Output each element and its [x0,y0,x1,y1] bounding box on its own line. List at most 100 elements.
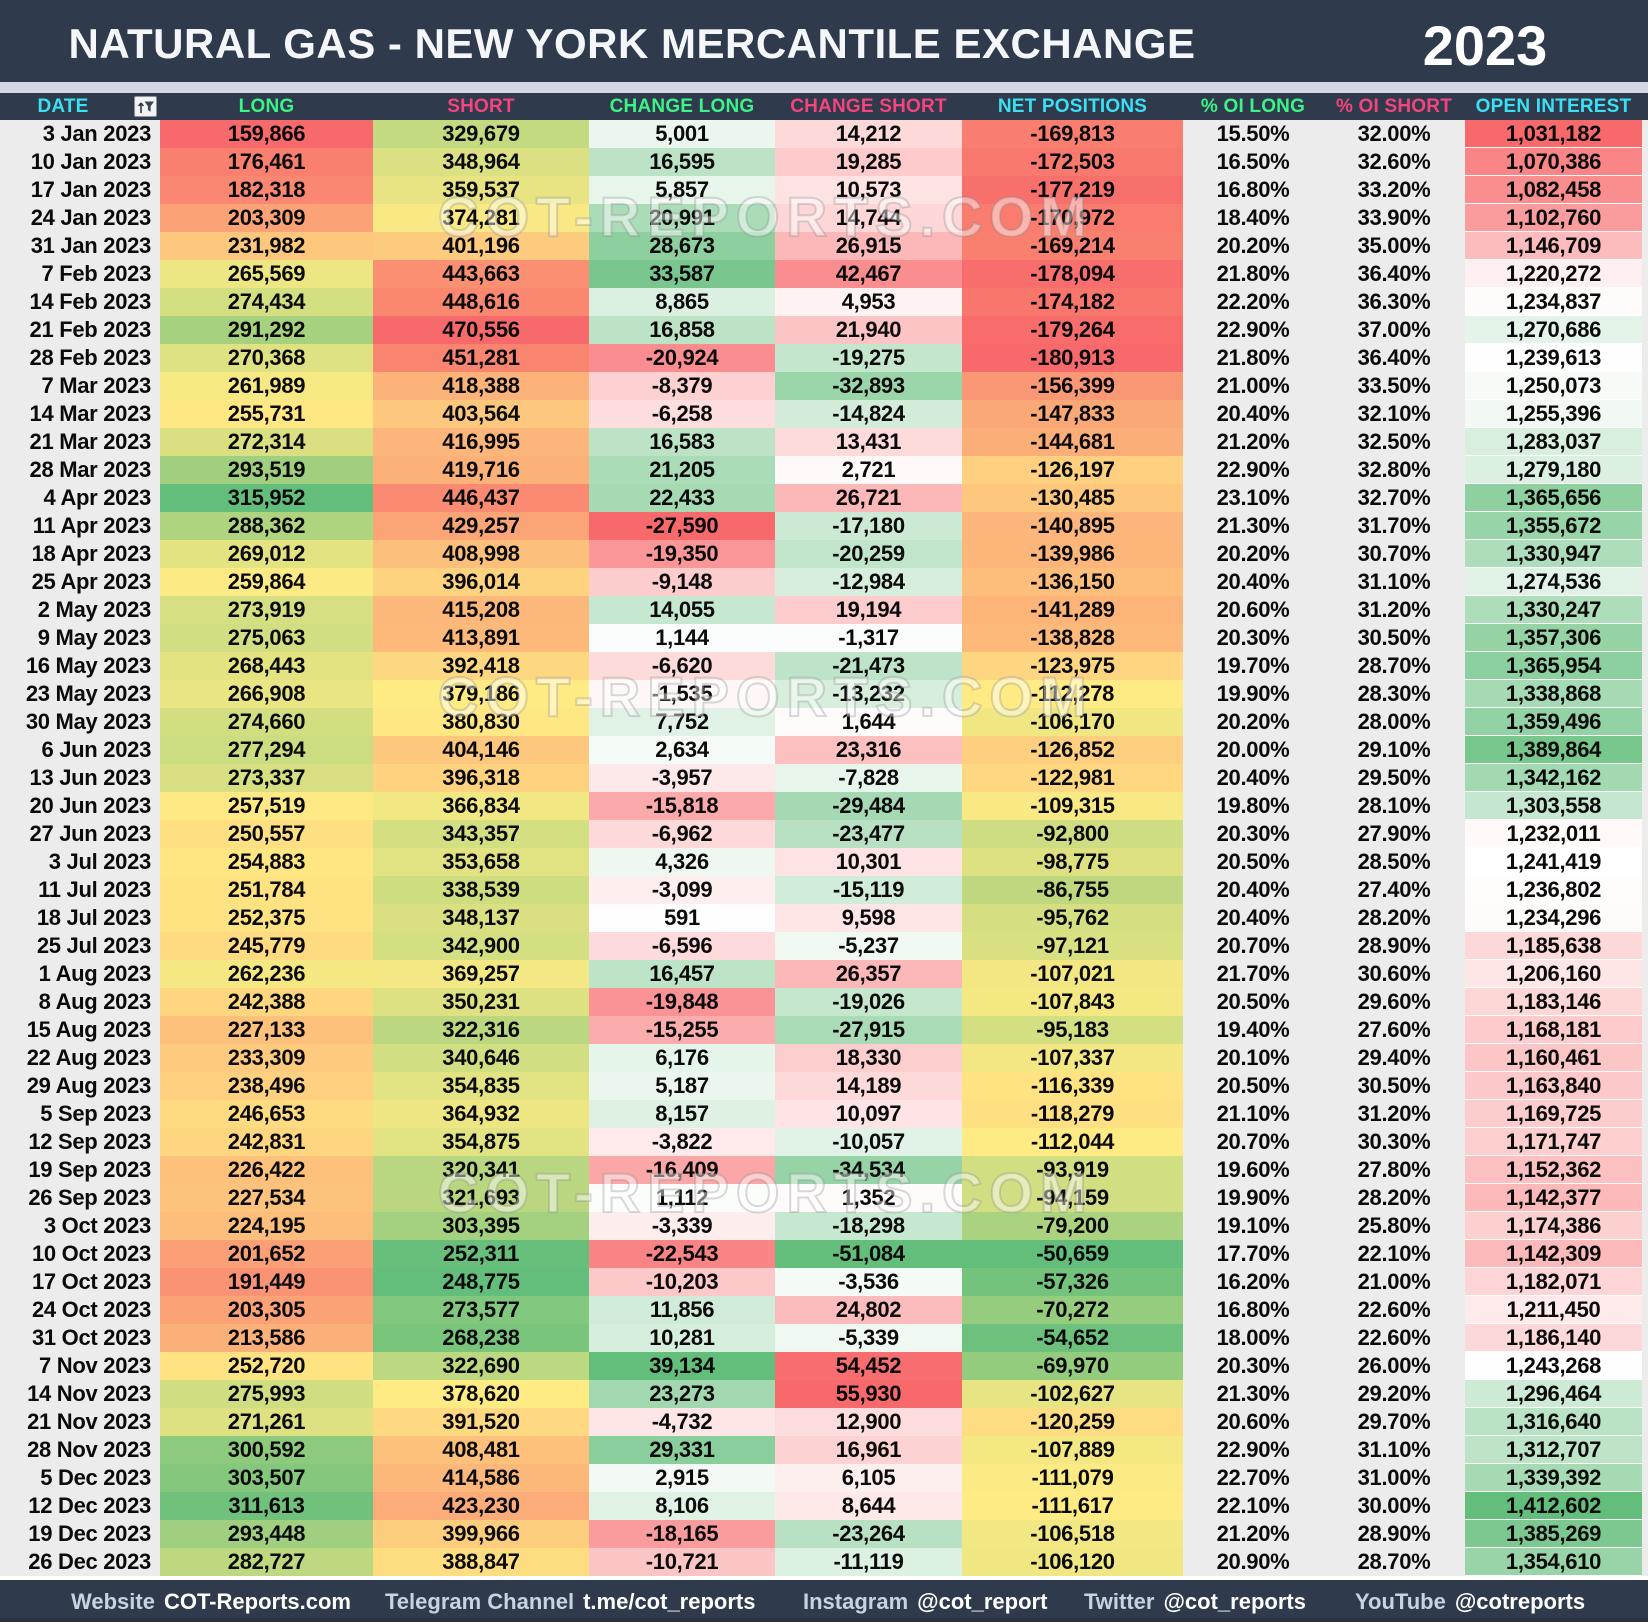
cell-change-long: -6,596 [589,932,775,960]
cell-date: 31 Jan 2023 [0,232,160,260]
row-right-margin [1642,932,1648,960]
cell-change-long: -9,148 [589,568,775,596]
cell-change-long: -1,535 [589,680,775,708]
cell-pct-oi-short: 30.00% [1323,1492,1465,1520]
cell-change-long: 23,273 [589,1380,775,1408]
cell-date: 19 Sep 2023 [0,1156,160,1184]
cell-change-long: 4,326 [589,848,775,876]
cell-open-interest: 1,182,071 [1465,1268,1642,1296]
column-header-pct-oi-long: % OI LONG [1200,96,1306,117]
cell-short: 470,556 [373,316,589,344]
cell-change-long: 591 [589,904,775,932]
cell-net-positions: -178,094 [962,260,1183,288]
cell-pct-oi-long: 20.40% [1183,568,1323,596]
row-right-margin [1642,1352,1648,1380]
footer-twitter-value[interactable]: @cot_reports [1163,1589,1306,1614]
cell-pct-oi-long: 22.70% [1183,1464,1323,1492]
cell-pct-oi-long: 22.90% [1183,456,1323,484]
cell-long: 293,448 [160,1520,373,1548]
cell-net-positions: -179,264 [962,316,1183,344]
cell-net-positions: -141,289 [962,596,1183,624]
cell-open-interest: 1,234,296 [1465,904,1642,932]
title-bar: NATURAL GAS - NEW YORK MERCANTILE EXCHAN… [0,0,1648,82]
cell-change-long: -3,822 [589,1128,775,1156]
table-row: 4 Apr 2023 315,952 446,437 22,433 26,721 -130… [0,484,1648,512]
row-right-margin [1642,1100,1648,1128]
row-right-margin [1642,1212,1648,1240]
footer-website-value[interactable]: COT-Reports.com [163,1589,351,1614]
cell-date: 16 May 2023 [0,652,160,680]
cell-long: 238,496 [160,1072,373,1100]
cell-change-long: 8,106 [589,1492,775,1520]
cell-change-short: 23,316 [775,736,962,764]
cell-date: 21 Nov 2023 [0,1408,160,1436]
column-header-change-short: CHANGE SHORT [790,96,947,117]
cell-pct-oi-short: 32.70% [1323,484,1465,512]
cell-short: 322,316 [373,1016,589,1044]
cell-net-positions: -111,079 [962,1464,1183,1492]
footer-telegram-value[interactable]: t.me/cot_reports [583,1589,756,1614]
cell-open-interest: 1,234,837 [1465,288,1642,316]
cell-pct-oi-long: 19.40% [1183,1016,1323,1044]
table-row: 6 Jun 2023 277,294 404,146 2,634 23,316 -126,… [0,736,1648,764]
cell-change-short: -5,237 [775,932,962,960]
cell-open-interest: 1,185,638 [1465,932,1642,960]
cell-net-positions: -92,800 [962,820,1183,848]
cell-open-interest: 1,296,464 [1465,1380,1642,1408]
cell-change-long: -22,543 [589,1240,775,1268]
cell-pct-oi-long: 17.70% [1183,1240,1323,1268]
cell-net-positions: -120,259 [962,1408,1183,1436]
cell-change-short: 12,900 [775,1408,962,1436]
cell-date: 26 Sep 2023 [0,1184,160,1212]
cell-change-short: 26,357 [775,960,962,988]
cell-net-positions: -116,339 [962,1072,1183,1100]
cell-open-interest: 1,354,610 [1465,1548,1642,1576]
cell-date: 29 Aug 2023 [0,1072,160,1100]
cell-change-long: -4,732 [589,1408,775,1436]
table-row: 24 Oct 2023 203,305 273,577 11,856 24,802 -70… [0,1296,1648,1324]
table-row: 28 Feb 2023 270,368 451,281 -20,924 -19,275-… [0,344,1648,372]
footer-twitter-label: Twitter [1084,1589,1155,1614]
cell-change-long: 14,055 [589,596,775,624]
cell-change-long: -19,848 [589,988,775,1016]
table-row: 14 Nov 2023 275,993 378,620 23,273 55,930 -10… [0,1380,1648,1408]
cell-pct-oi-long: 21.80% [1183,344,1323,372]
cell-pct-oi-long: 20.50% [1183,1072,1323,1100]
cell-pct-oi-long: 20.40% [1183,876,1323,904]
row-right-margin [1642,288,1648,316]
column-header-short: SHORT [447,96,515,117]
cell-pct-oi-long: 18.00% [1183,1324,1323,1352]
footer-youtube-value[interactable]: @cotreports [1454,1589,1586,1614]
cell-long: 227,534 [160,1184,373,1212]
cell-open-interest: 1,255,396 [1465,400,1642,428]
cell-open-interest: 1,385,269 [1465,1520,1642,1548]
cell-change-long: -16,409 [589,1156,775,1184]
footer-youtube-label: YouTube [1355,1589,1446,1614]
cell-change-short: 42,467 [775,260,962,288]
cell-long: 303,507 [160,1464,373,1492]
cell-date: 3 Oct 2023 [0,1212,160,1240]
cell-net-positions: -123,975 [962,652,1183,680]
cell-short: 404,146 [373,736,589,764]
cell-pct-oi-long: 19.90% [1183,1184,1323,1212]
column-header-change-long: CHANGE LONG [609,96,755,117]
cell-short: 342,900 [373,932,589,960]
cell-change-short: -20,259 [775,540,962,568]
cell-change-long: -18,165 [589,1520,775,1548]
table-row: 25 Apr 2023 259,864 396,014 -9,148 -12,984 -1… [0,568,1648,596]
cell-pct-oi-long: 21.10% [1183,1100,1323,1128]
cell-net-positions: -98,775 [962,848,1183,876]
cell-pct-oi-long: 20.00% [1183,736,1323,764]
filter-funnel-icon[interactable] [134,96,157,117]
cell-long: 274,660 [160,708,373,736]
footer-instagram-value[interactable]: @cot_report [917,1589,1048,1614]
cell-change-short: -12,984 [775,568,962,596]
cell-date: 30 May 2023 [0,708,160,736]
cell-short: 252,311 [373,1240,589,1268]
row-right-margin [1642,1324,1648,1352]
table-row: 23 May 2023 266,908 379,186 -1,535 -13,232 -1… [0,680,1648,708]
cell-change-long: -3,339 [589,1212,775,1240]
table-row: 3 Jan 2023 159,866 329,679 5,001 14,212 -169,… [0,120,1648,148]
cell-net-positions: -138,828 [962,624,1183,652]
